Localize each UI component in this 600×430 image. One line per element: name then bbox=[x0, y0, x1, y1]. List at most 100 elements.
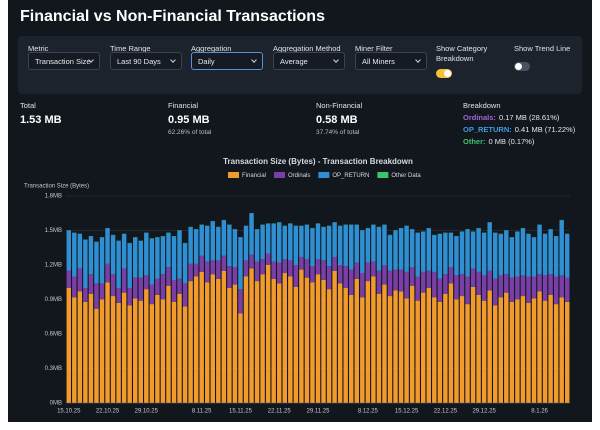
bar-segment bbox=[542, 233, 548, 276]
bar-segment bbox=[66, 270, 71, 288]
bar-segment bbox=[526, 302, 531, 403]
bar-segment bbox=[481, 300, 487, 403]
bar-segment bbox=[537, 274, 542, 292]
x-tick-label: 22.11.25 bbox=[268, 409, 292, 415]
bar-segment bbox=[310, 282, 315, 403]
bar-segment bbox=[121, 268, 127, 293]
bar-segment bbox=[476, 294, 481, 403]
bar-segment bbox=[498, 233, 503, 276]
bar-segment bbox=[77, 291, 83, 403]
bar-segment bbox=[487, 290, 492, 403]
bar-segment bbox=[326, 289, 332, 403]
bar-segment bbox=[210, 260, 215, 275]
bar-segment bbox=[299, 225, 304, 257]
bar-segment bbox=[548, 274, 553, 295]
bar-segment bbox=[393, 290, 398, 403]
bar-segment bbox=[459, 231, 465, 275]
bar-segment bbox=[553, 236, 559, 277]
bar-segment bbox=[448, 267, 454, 284]
bar-segment bbox=[199, 255, 204, 272]
bar-segment bbox=[243, 260, 249, 277]
x-tick-label: 8.12.25 bbox=[358, 409, 379, 415]
bar-segment bbox=[515, 276, 520, 300]
bar-segment bbox=[354, 278, 359, 403]
bar-segment bbox=[371, 276, 376, 403]
bar-segment bbox=[376, 270, 382, 294]
bar-segment bbox=[509, 237, 515, 278]
toggle[interactable] bbox=[514, 62, 530, 71]
bar-segment bbox=[282, 273, 287, 403]
bar-segment bbox=[332, 222, 337, 257]
bar-segment bbox=[365, 281, 371, 403]
bar-segment bbox=[88, 274, 94, 294]
stat-label: Total bbox=[20, 101, 36, 110]
bar-segment bbox=[88, 236, 94, 275]
stat-value: 0.95 MB bbox=[168, 114, 210, 126]
bar-segment bbox=[66, 230, 71, 271]
bar-segment bbox=[277, 222, 282, 263]
bar-segment bbox=[531, 237, 537, 277]
stat: Financial 0.95 MB 62.26% of total bbox=[168, 101, 211, 136]
bar-segment bbox=[238, 237, 243, 290]
bar-segment bbox=[487, 222, 492, 271]
bar-segment bbox=[349, 224, 354, 270]
bar-segment bbox=[526, 233, 531, 277]
bar-segment bbox=[116, 288, 121, 303]
bar-segment bbox=[548, 294, 553, 403]
bar-segment bbox=[470, 268, 476, 287]
bar-segment bbox=[371, 261, 376, 277]
toggle[interactable] bbox=[436, 69, 452, 78]
bar-segment bbox=[537, 291, 542, 403]
bar-segment bbox=[553, 304, 559, 403]
bar-segment bbox=[376, 293, 382, 403]
bar-segment bbox=[426, 228, 431, 271]
bar-segment bbox=[138, 277, 143, 301]
bar-segment bbox=[465, 276, 470, 305]
bar-segment bbox=[343, 224, 348, 267]
x-tick-label: 29.12.25 bbox=[472, 409, 496, 415]
dropdown[interactable]: Daily bbox=[191, 52, 263, 70]
stat-subtext: 37.74% of total bbox=[316, 129, 360, 136]
bar-segment bbox=[310, 228, 315, 267]
bar-segment bbox=[487, 270, 492, 291]
bar-segment bbox=[337, 265, 343, 284]
bar-segment bbox=[199, 271, 204, 403]
bar-segment bbox=[288, 276, 293, 403]
bar-segment bbox=[515, 299, 520, 403]
bar-segment bbox=[271, 278, 276, 403]
dropdown-arrow bbox=[333, 57, 339, 63]
bar-segment bbox=[415, 300, 420, 403]
bar-segment bbox=[332, 270, 337, 403]
bar-segment bbox=[376, 227, 382, 271]
bar-segment bbox=[160, 274, 166, 300]
bar-segment bbox=[227, 266, 232, 288]
bar-segment bbox=[149, 304, 155, 403]
y-tick-label: 0.3MB bbox=[45, 366, 62, 372]
stat-value: 0.58 MB bbox=[316, 114, 358, 126]
dropdown[interactable]: Average bbox=[273, 52, 345, 70]
bar-segment bbox=[277, 262, 282, 284]
bar-segment bbox=[116, 302, 121, 403]
bar-segment bbox=[160, 236, 166, 275]
bar-segment bbox=[265, 223, 271, 254]
bar-segment bbox=[288, 260, 293, 277]
bar-segment bbox=[404, 298, 409, 403]
toggle-knob bbox=[444, 70, 451, 77]
bar-segment bbox=[282, 259, 287, 274]
dropdown[interactable]: Transaction Size bbox=[28, 52, 100, 70]
stat: Total 1.53 MB bbox=[20, 101, 62, 126]
bar-segment bbox=[421, 292, 426, 403]
bar-segment bbox=[315, 223, 321, 260]
bar-segment bbox=[171, 301, 177, 403]
dropdown[interactable]: All Miners bbox=[355, 52, 427, 70]
bar-segment bbox=[365, 228, 371, 263]
dropdown[interactable]: Last 90 Days bbox=[110, 52, 182, 70]
bar-segment bbox=[321, 279, 326, 403]
chart: Transaction Size (Bytes) - Transaction B… bbox=[24, 157, 570, 415]
bar-segment bbox=[537, 224, 542, 275]
bar-segment bbox=[371, 224, 376, 262]
bar-segment bbox=[437, 233, 443, 279]
bar-segment bbox=[315, 274, 321, 403]
bar-segment bbox=[199, 224, 204, 256]
dashboard: Financial vs Non-Financial Transactions … bbox=[8, 0, 592, 422]
